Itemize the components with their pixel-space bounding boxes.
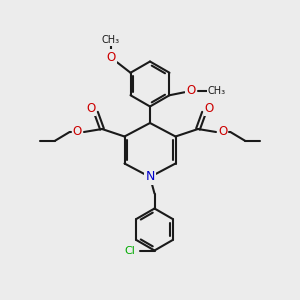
Text: O: O xyxy=(86,101,95,115)
Text: N: N xyxy=(145,170,155,184)
Text: CH₃: CH₃ xyxy=(102,35,120,45)
Text: CH₃: CH₃ xyxy=(208,86,226,96)
Text: O: O xyxy=(187,84,196,97)
Text: O: O xyxy=(106,51,116,64)
Text: O: O xyxy=(218,125,227,139)
Text: O: O xyxy=(73,125,82,139)
Text: O: O xyxy=(205,101,214,115)
Text: Cl: Cl xyxy=(124,245,135,256)
